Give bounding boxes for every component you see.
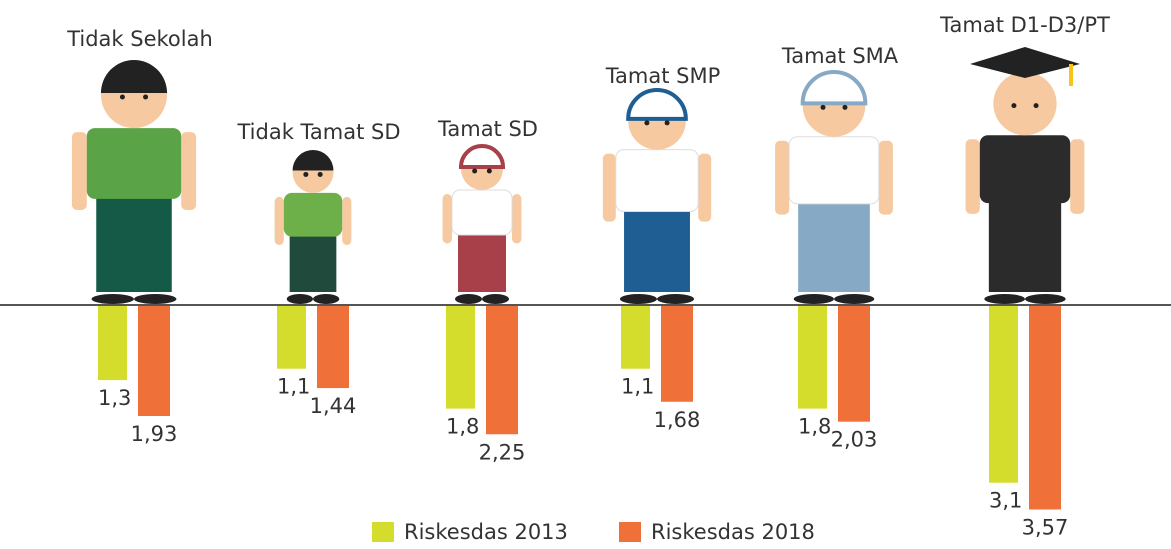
value-label: 2,03: [831, 428, 878, 452]
legend-swatch: [619, 522, 641, 542]
pants: [458, 231, 506, 292]
arm: [965, 139, 980, 214]
bar: [138, 306, 170, 417]
category-label: Tidak Sekolah: [66, 27, 213, 51]
person-illustration: [775, 70, 893, 304]
bar: [277, 306, 306, 369]
legend-label: Riskesdas 2018: [651, 520, 815, 544]
person-illustration: [442, 144, 522, 304]
bar: [989, 306, 1018, 483]
bar: [317, 306, 349, 389]
bar: [446, 306, 475, 409]
shoe: [455, 294, 482, 304]
shirt: [788, 136, 880, 205]
eye: [143, 94, 149, 100]
cap: [626, 88, 688, 121]
category-label: Tamat D1-D3/PT: [939, 13, 1110, 37]
value-label: 1,1: [621, 375, 654, 399]
arm: [775, 140, 790, 215]
person-illustration: [965, 47, 1085, 304]
cap: [800, 70, 868, 106]
bar: [621, 306, 650, 369]
shoe: [482, 294, 509, 304]
eye: [1011, 103, 1017, 109]
bar: [1029, 306, 1061, 510]
category-label: Tidak Tamat SD: [236, 120, 400, 144]
shirt: [451, 189, 513, 236]
shoe: [657, 294, 695, 304]
hair: [100, 59, 168, 94]
eye: [644, 120, 650, 126]
shoe: [91, 294, 134, 304]
legend-swatch: [372, 522, 394, 542]
pants: [798, 199, 870, 292]
bar: [661, 306, 693, 402]
arm: [71, 132, 87, 210]
bar: [486, 306, 518, 435]
category-label: Tamat SMP: [605, 64, 721, 88]
value-label: 1,44: [310, 394, 357, 418]
arm: [442, 194, 452, 244]
arm: [342, 196, 352, 246]
eye: [119, 94, 125, 100]
eye: [820, 104, 826, 110]
value-label: 1,8: [446, 415, 479, 439]
cap: [458, 144, 506, 169]
hair: [292, 150, 334, 171]
shoe: [313, 294, 340, 304]
value-label: 1,8: [798, 415, 831, 439]
shoe: [984, 294, 1025, 304]
arm: [878, 140, 893, 215]
category-label: Tamat SMA: [781, 44, 899, 68]
shirt: [283, 192, 343, 237]
shoe: [619, 294, 658, 304]
arm: [512, 194, 522, 244]
pants: [96, 194, 172, 292]
eye: [317, 171, 323, 177]
value-label: 1,68: [654, 408, 701, 432]
shoe: [834, 294, 875, 304]
pants: [988, 199, 1062, 292]
bar: [98, 306, 127, 381]
value-label: 1,1: [277, 375, 310, 399]
pants: [624, 207, 690, 292]
bar: [798, 306, 827, 409]
eye: [842, 104, 848, 110]
shirt: [615, 149, 699, 212]
value-label: 2,25: [479, 440, 526, 464]
value-label: 1,3: [98, 386, 131, 410]
value-label: 3,1: [989, 489, 1022, 513]
arm: [1070, 139, 1085, 214]
shoe: [793, 294, 835, 304]
legend-label: Riskesdas 2013: [404, 520, 568, 544]
value-label: 1,93: [131, 422, 178, 446]
arm: [274, 196, 284, 246]
category-label: Tamat SD: [437, 117, 538, 141]
mortarboard: [970, 47, 1080, 78]
shirt: [979, 135, 1071, 204]
shoe: [1025, 294, 1066, 304]
person-illustration: [274, 150, 352, 304]
shirt: [86, 128, 182, 199]
bar: [838, 306, 870, 422]
arm: [181, 132, 197, 210]
eye: [486, 168, 492, 174]
eye: [1033, 103, 1039, 109]
eye: [303, 171, 309, 177]
tassel: [1069, 64, 1073, 86]
pants: [289, 232, 337, 292]
arm: [602, 153, 616, 222]
head: [993, 72, 1057, 136]
person-illustration: [602, 88, 712, 304]
shoe: [134, 294, 177, 304]
eye: [472, 168, 478, 174]
arm: [698, 153, 712, 222]
shoe: [286, 294, 313, 304]
eye: [664, 120, 670, 126]
person-illustration: [71, 59, 197, 304]
value-label: 3,57: [1022, 515, 1069, 539]
